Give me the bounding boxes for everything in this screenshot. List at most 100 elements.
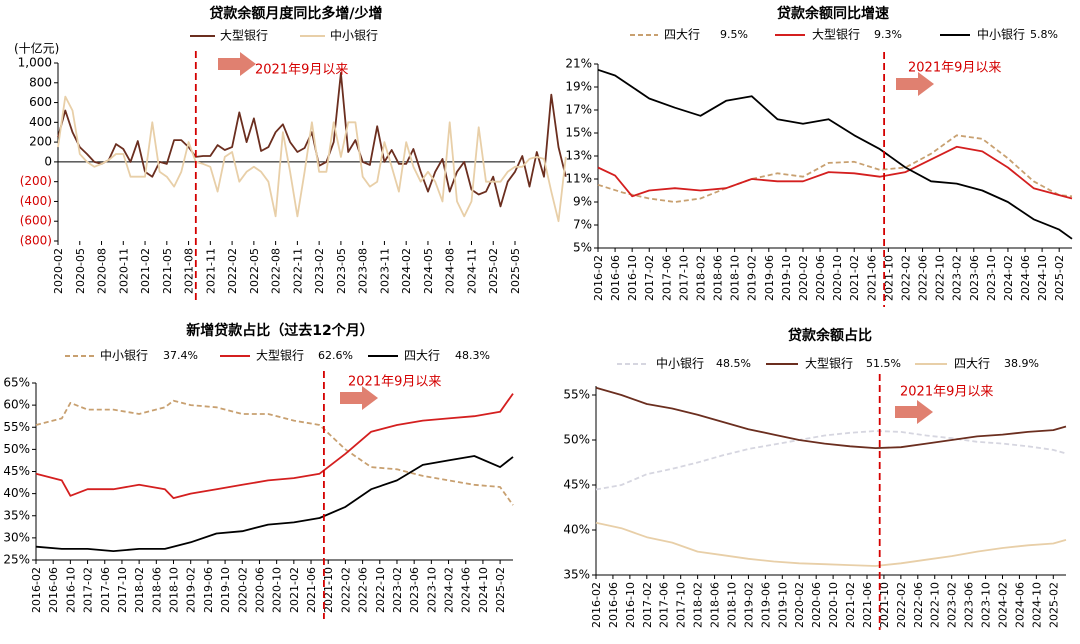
legend-label: 四大行 [404,349,440,363]
x-tick-label: 2024-10 [1036,255,1049,301]
legend-value: 5.8% [1030,28,1058,41]
x-tick-label: 2017-06 [658,582,671,628]
x-tick-label: 2016-10 [64,567,77,613]
chart-title: 贷款余额月度同比多增/少增 [209,5,382,22]
x-tick-label: 2021-05 [161,248,174,294]
x-tick-label: 2016-10 [624,582,637,628]
x-tick-label: 2018-02 [692,582,705,628]
arrow-icon [340,386,378,410]
chart-title: 新增贷款占比（过去12个月） [186,322,373,339]
x-tick-label: 2020-06 [814,255,827,301]
x-tick-label: 2022-05 [248,248,261,294]
x-tick-label: 2023-06 [963,582,976,628]
x-tick-label: 2016-06 [607,582,620,628]
series-line-1 [57,72,567,208]
series-line-3 [35,455,514,552]
x-tick-label: 2023-10 [985,255,998,301]
arrow-icon [895,400,933,424]
y-tick-label: 30% [3,530,30,544]
x-tick-label: 2024-02 [1002,255,1015,301]
y-tick-label: 11% [565,172,592,186]
x-tick-label: 2024-02 [443,567,456,613]
x-tick-label: 2021-11 [204,248,217,294]
x-tick-label: 2018-06 [150,567,163,613]
legend-label: 大型银行 [805,357,853,371]
y-tick-label: 35% [3,508,30,522]
x-tick-label: 2019-06 [202,567,215,613]
x-tick-label: 2021-02 [844,582,857,628]
y-tick-label: 400 [29,115,52,129]
arrow-icon [896,72,934,96]
annotation: 2021年9月以来 [348,375,441,390]
x-tick-label: 2022-02 [226,248,239,294]
y-tick-label: 9% [573,195,592,209]
series-line-1 [597,134,1073,203]
x-tick-label: 2020-10 [831,255,844,301]
legend-label: 中小银行 [656,356,704,371]
x-tick-label: 2023-02 [951,255,964,301]
x-tick-label: 2021-10 [882,255,895,301]
x-tick-label: 2016-06 [47,567,60,613]
x-tick-label: 2023-02 [313,248,326,294]
series-line-3 [597,68,1073,240]
x-tick-label: 2025-02 [1047,582,1060,628]
y-tick-label: 17% [565,103,592,117]
x-tick-label: 2024-10 [477,567,490,613]
chart-3: 新增贷款占比（过去12个月） 65% 60% 55% 50% 45% 40% 35% 30% 25… [3,322,514,619]
x-tick-label: 2023-10 [980,582,993,628]
annotation: 2021年9月以来 [255,63,348,78]
x-tick-label: 2016-02 [30,567,43,613]
x-tick-label: 2022-02 [895,582,908,628]
x-tick-label: 2020-08 [96,248,109,294]
x-tick-label: 2019-06 [763,255,776,301]
legend-label: 大型银行 [812,28,860,42]
x-tick-label: 2022-10 [374,567,387,613]
x-tick-label: 2021-10 [322,567,335,613]
unit-label: (十亿元) [14,41,59,56]
x-tick-label: 2017-10 [116,567,129,613]
x-tick-label: 2021-06 [861,582,874,628]
legend-label: 中小银行 [100,348,148,363]
legend-value: 9.5% [720,28,748,41]
x-tick-label: 2022-02 [899,255,912,301]
annotation: 2021年9月以来 [900,385,993,400]
x-tick-label: 2017-02 [641,582,654,628]
x-tick-label: 2024-05 [422,248,435,294]
series-line-3 [595,521,1067,567]
chart-title: 贷款余额占比 [788,327,872,344]
x-tick-label: 2024-06 [460,567,473,613]
x-tick-label: 2020-02 [52,248,65,294]
x-tick-label: 2023-06 [968,255,981,301]
x-tick-label: 2020-10 [827,582,840,628]
series-line-1 [595,430,1067,491]
x-tick-label: 2022-06 [912,582,925,628]
x-tick-label: 2017-06 [660,255,673,301]
x-tick-label: 2025-02 [1053,255,1066,301]
y-tick-label: 7% [573,218,592,232]
y-tick-label: 35% [563,568,590,582]
x-tick-label: 2020-02 [797,255,810,301]
chart-1: 贷款余额月度同比多增/少增 (十亿元)1,000 800 600 400 200 0 (200… [14,5,567,300]
x-tick-label: 2023-08 [357,248,370,294]
x-tick-label: 2021-10 [878,582,891,628]
x-tick-label: 2022-06 [917,255,930,301]
x-tick-label: 2016-10 [626,255,639,301]
y-tick-label: 55% [563,388,590,402]
x-tick-label: 2020-06 [810,582,823,628]
x-tick-label: 2018-10 [168,567,181,613]
x-tick-label: 2020-06 [253,567,266,613]
y-tick-label: 800 [29,75,52,89]
x-tick-label: 2021-02 [848,255,861,301]
x-tick-label: 2023-06 [408,567,421,613]
x-tick-label: 2020-11 [117,248,130,294]
legend-value: 62.6% [318,349,353,362]
x-tick-label: 2022-10 [929,582,942,628]
x-tick-label: 2020-02 [236,567,249,613]
x-tick-label: 2018-02 [133,567,146,613]
series-line-2 [35,393,514,499]
y-tick-label: (800) [20,234,52,248]
x-tick-label: 2023-02 [391,567,404,613]
chart-title: 贷款余额同比增速 [777,5,889,22]
y-tick-label: 50% [563,433,590,447]
